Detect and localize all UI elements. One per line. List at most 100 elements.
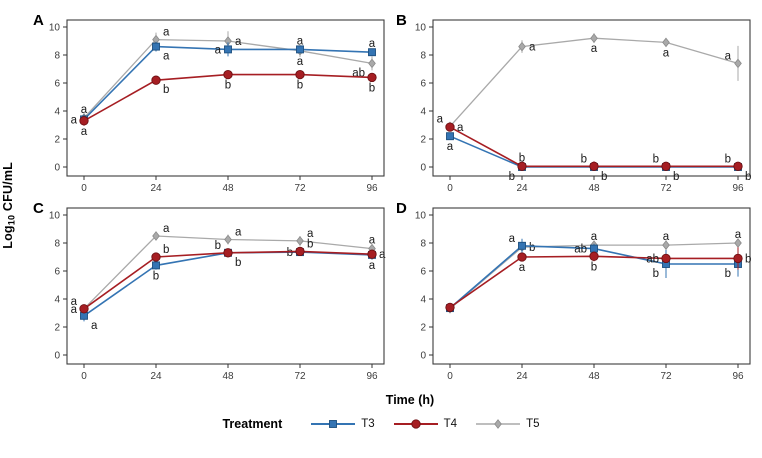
series-T5-marker [152, 231, 160, 241]
series-T3-marker [152, 42, 160, 51]
sig-letter: a [163, 51, 170, 63]
x-tick-label: 0 [447, 183, 453, 194]
sig-letter: b [369, 82, 375, 94]
sig-letter: b [725, 268, 731, 280]
sig-letter: a [81, 126, 88, 138]
sig-letter: a [663, 231, 670, 243]
series-T4-marker [661, 161, 671, 171]
series-T4-marker [445, 302, 455, 313]
sig-letter: a [297, 35, 304, 47]
series-T3-marker [518, 241, 526, 250]
y-tick-label: 10 [415, 23, 427, 34]
sig-letter: a [725, 50, 732, 62]
sig-letter: b [153, 270, 159, 282]
y-tick-label: 4 [54, 295, 60, 306]
series-T4-marker [733, 161, 743, 171]
t4-line-marker-icon [393, 419, 438, 429]
sig-letter: b [529, 242, 535, 254]
legend-entry-label: T3 [361, 418, 375, 430]
series-T5-marker [590, 33, 598, 44]
series-T4-marker [661, 253, 671, 264]
x-tick-label: 48 [588, 183, 600, 194]
y-tick-label: 4 [420, 295, 426, 306]
sig-letter: b [163, 244, 169, 256]
sig-letter: a [519, 262, 526, 274]
series-T4-marker [151, 252, 161, 262]
x-tick-label: 72 [294, 183, 306, 194]
legend-title: Treatment [222, 417, 283, 431]
series-T4-marker [151, 75, 161, 85]
panel-border [66, 19, 385, 177]
x-tick-label: 48 [588, 371, 600, 382]
series-T4-marker [589, 251, 599, 261]
panel-border [66, 207, 385, 365]
series-T4-marker [367, 72, 377, 83]
sig-letter: a [735, 229, 742, 241]
x-tick-label: 24 [150, 371, 162, 382]
x-tick-label: 72 [660, 371, 672, 382]
legend-marker-shape [329, 420, 338, 428]
panel-label-b: B [396, 12, 407, 29]
x-axis-title: Time (h) [385, 393, 435, 407]
sig-letter: b [235, 257, 241, 269]
series-T3-marker [590, 244, 598, 253]
series-T4-marker [295, 246, 305, 257]
x-tick-label: 72 [294, 371, 306, 382]
y-tick-label: 2 [54, 323, 60, 334]
legend: Treatment T3 T4 T5 [0, 417, 762, 431]
sig-letter: a [71, 296, 78, 308]
sig-letter: a [91, 320, 98, 332]
series-T5-marker [224, 234, 232, 245]
series-T5-marker [734, 238, 742, 248]
series-T4-marker [445, 122, 455, 132]
sig-letter: a [163, 27, 170, 39]
series-T3-marker [446, 132, 454, 141]
panel-label-d: D [396, 200, 407, 217]
sig-letter: a [437, 113, 444, 125]
series-T3-marker [152, 261, 160, 270]
x-tick-label: 96 [732, 371, 744, 382]
legend-marker-shape [411, 419, 421, 429]
y-tick-label: 8 [420, 239, 426, 250]
x-tick-label: 0 [447, 371, 453, 382]
series-T4-marker [517, 252, 527, 262]
sig-letter: b [673, 171, 679, 183]
series-T4-marker [223, 69, 233, 80]
y-axis-title-prefix: Log [1, 225, 15, 249]
series-T5-marker [662, 37, 670, 48]
y-tick-label: 6 [54, 79, 60, 90]
x-tick-label: 24 [150, 183, 162, 194]
t5-line-marker-icon [476, 419, 521, 429]
y-tick-label: 4 [54, 107, 60, 118]
x-tick-label: 24 [516, 183, 528, 194]
series-T3-marker [368, 48, 376, 57]
sig-letter: ab [646, 253, 659, 265]
sig-letter: b [287, 247, 293, 259]
y-tick-label: 0 [420, 351, 426, 362]
panel-label-c: C [33, 200, 44, 217]
series-T4-marker [79, 304, 89, 314]
sig-letter: a [163, 223, 170, 235]
series-T4-marker [367, 249, 377, 259]
x-tick-label: 24 [516, 371, 528, 382]
sig-letter: b [653, 153, 659, 165]
series-T5-marker [662, 240, 670, 250]
series-T3-marker [296, 45, 304, 54]
sig-letter: b [163, 84, 169, 96]
y-tick-label: 10 [49, 211, 61, 222]
y-tick-label: 2 [420, 323, 426, 334]
sig-letter: b [745, 253, 751, 265]
y-tick-label: 10 [415, 211, 427, 222]
series-T5-marker [734, 58, 742, 69]
sig-letter: ab [574, 244, 587, 256]
x-tick-label: 96 [366, 183, 378, 194]
sig-letter: b [653, 268, 659, 280]
sig-letter: b [225, 80, 231, 92]
y-tick-label: 8 [420, 51, 426, 62]
y-tick-label: 10 [49, 23, 61, 34]
sig-letter: a [457, 122, 464, 134]
